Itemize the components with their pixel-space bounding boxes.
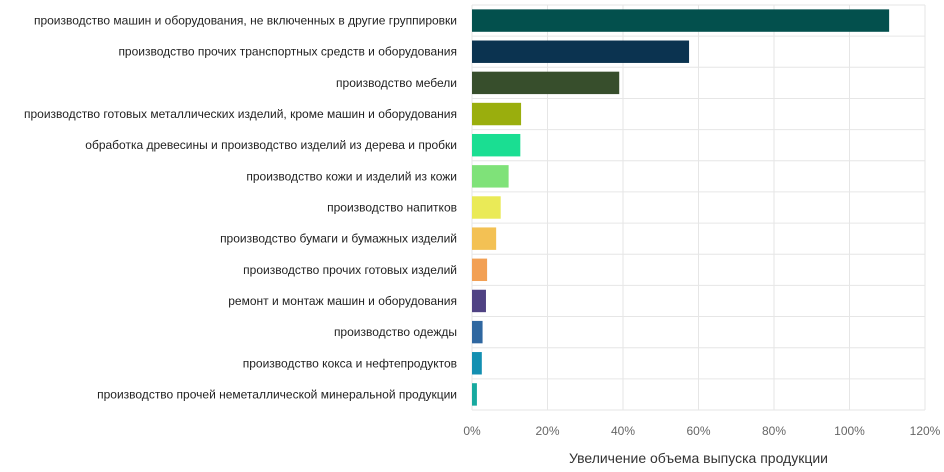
x-tick-label: 120% bbox=[910, 424, 941, 438]
grid-lines bbox=[471, 4, 926, 411]
category-label: производство прочих транспортных средств… bbox=[118, 45, 457, 59]
x-tick-label: 0% bbox=[463, 424, 481, 438]
category-labels: производство машин и оборудования, не вк… bbox=[24, 14, 457, 402]
bar bbox=[472, 71, 620, 95]
category-label: производство бумаги и бумажных изделий bbox=[220, 232, 457, 246]
x-tick-label: 20% bbox=[535, 424, 559, 438]
x-axis-title: Увеличение объема выпуска продукции bbox=[569, 450, 828, 466]
bar bbox=[472, 102, 522, 126]
bar bbox=[472, 196, 501, 219]
bar bbox=[472, 165, 509, 188]
category-label: производство кокса и нефтепродуктов bbox=[243, 356, 457, 370]
x-axis-ticks: 0% 20% 40% 60% 80% 100% 120% bbox=[463, 424, 940, 438]
bar bbox=[472, 289, 486, 313]
bar bbox=[472, 383, 477, 406]
bar bbox=[472, 258, 488, 282]
category-label: производство напитков bbox=[327, 201, 457, 215]
category-label: производство прочей неметаллической мине… bbox=[97, 387, 457, 401]
x-tick-label: 80% bbox=[762, 424, 786, 438]
category-label: производство кожи и изделий из кожи bbox=[246, 169, 457, 183]
category-label: производство прочих готовых изделий bbox=[243, 263, 457, 277]
bar bbox=[472, 9, 890, 32]
bar bbox=[472, 352, 482, 375]
bar bbox=[472, 227, 497, 250]
category-label: ремонт и монтаж машин и оборудования bbox=[228, 294, 457, 308]
bar bbox=[472, 40, 690, 63]
category-label: обработка древесины и производство издел… bbox=[85, 138, 457, 152]
category-label: производство машин и оборудования, не вк… bbox=[34, 14, 457, 28]
category-label: производство одежды bbox=[334, 325, 457, 339]
bars bbox=[472, 9, 890, 406]
category-label: производство готовых металлических издел… bbox=[24, 107, 457, 121]
category-label: производство мебели bbox=[336, 76, 457, 90]
x-tick-label: 60% bbox=[686, 424, 710, 438]
x-tick-label: 100% bbox=[834, 424, 865, 438]
bar bbox=[472, 133, 521, 157]
x-tick-label: 40% bbox=[611, 424, 635, 438]
bar bbox=[472, 320, 483, 344]
